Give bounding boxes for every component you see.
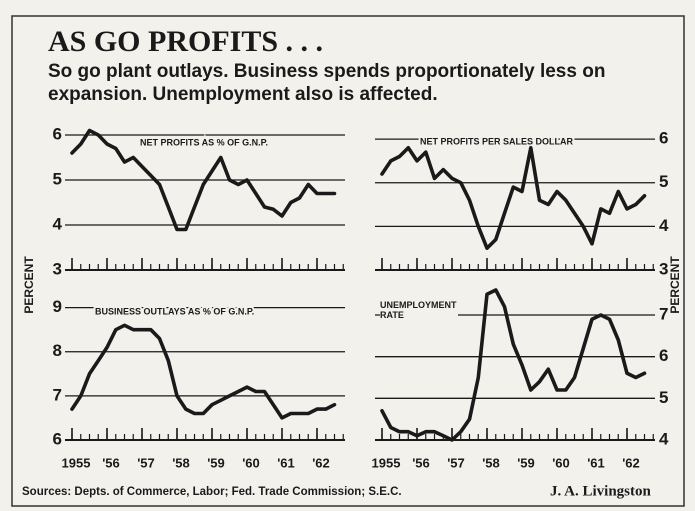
y-tick-label: 5 — [53, 169, 62, 188]
x-tick-label: 1955 — [62, 455, 91, 470]
x-tick-label: '56 — [412, 455, 430, 470]
y-tick-label: 6 — [53, 429, 62, 448]
panel-title: NET PROFITS AS % OF G.N.P. — [140, 137, 268, 147]
axis-label-right: PERCENT — [668, 256, 682, 314]
y-tick-label: 3 — [53, 259, 62, 278]
x-tick-label: '59 — [207, 455, 225, 470]
x-tick-label: '62 — [622, 455, 640, 470]
data-line — [380, 288, 647, 442]
panel-title: UNEMPLOYMENT RATE — [380, 300, 458, 320]
source: Sources: Depts. of Commerce, Labor; Fed.… — [22, 486, 402, 498]
data-line — [380, 146, 647, 250]
panel-title: NET PROFITS PER SALES DOLLAR — [420, 136, 574, 146]
data-line — [70, 323, 337, 420]
x-tick-label: '57 — [137, 455, 155, 470]
frame — [11, 15, 685, 507]
y-tick-label: 4 — [659, 216, 669, 235]
y-tick-label: 5 — [659, 388, 668, 407]
title: AS GO PROFITS . . . — [48, 25, 323, 58]
y-tick-label: 6 — [53, 124, 62, 143]
subtitle: So go plant outlays. Business spends pro… — [48, 61, 606, 105]
axis-label-left: PERCENT — [22, 256, 36, 314]
data-line — [70, 128, 337, 232]
panel-title: BUSINESS OUTLAYS AS % OF G.N.P. — [95, 306, 254, 316]
x-tick-label: 1955 — [372, 455, 401, 470]
x-tick-label: '62 — [312, 455, 330, 470]
x-tick-label: '61 — [277, 455, 295, 470]
y-tick-label: 6 — [659, 346, 668, 365]
x-tick-label: '61 — [587, 455, 605, 470]
byline: J. A. Livingston — [550, 483, 652, 499]
x-tick-label: '58 — [482, 455, 500, 470]
y-tick-label: 3 — [659, 259, 668, 278]
x-tick-label: '58 — [172, 455, 190, 470]
y-tick-label: 7 — [53, 385, 62, 404]
y-tick-label: 4 — [659, 429, 669, 448]
subtitle-box: So go plant outlays. Business spends pro… — [48, 61, 606, 105]
x-tick-label: '60 — [552, 455, 570, 470]
y-tick-label: 6 — [659, 129, 668, 148]
y-tick-label: 7 — [659, 304, 668, 323]
y-tick-label: 4 — [53, 214, 63, 233]
y-tick-label: 8 — [53, 341, 62, 360]
x-tick-label: '56 — [102, 455, 120, 470]
x-tick-label: '59 — [517, 455, 535, 470]
y-tick-label: 5 — [659, 172, 668, 191]
x-tick-label: '57 — [447, 455, 465, 470]
y-tick-label: 9 — [53, 297, 62, 316]
panel-title-box: UNEMPLOYMENT RATE — [380, 300, 458, 320]
x-tick-label: '60 — [242, 455, 260, 470]
